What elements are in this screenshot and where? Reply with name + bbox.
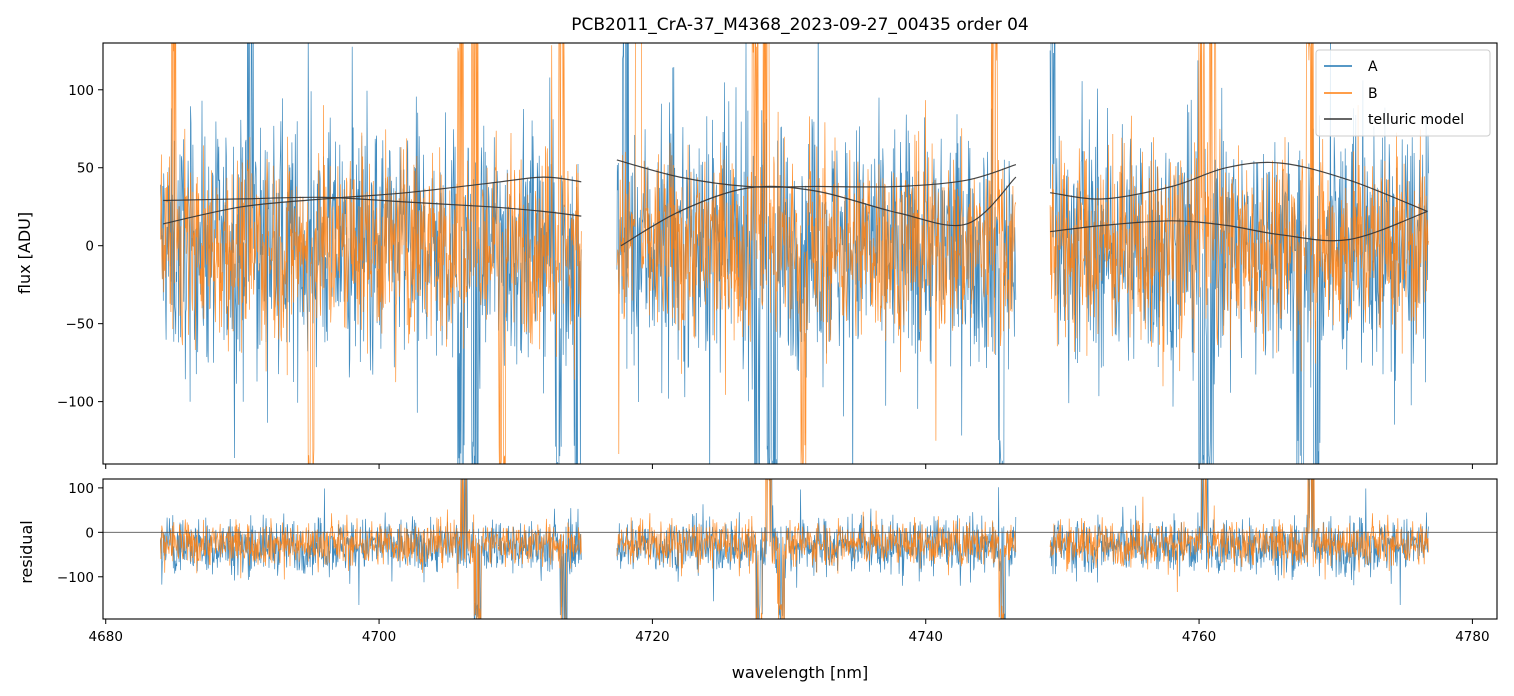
chart-title: PCB2011_CrA-37_M4368_2023-09-27_00435 or… (571, 15, 1029, 35)
residual-panel: −100 0 100 4680 4700 4720 4740 4760 4780 residua… (17, 478, 1498, 682)
flux-panel: −100 −50 0 50 100 flux [ADU] (15, 42, 1498, 469)
series-telluric-model (163, 159, 1428, 247)
flux-ytick-label: 50 (77, 161, 94, 177)
legend-entry-a: A (1324, 59, 1378, 75)
residual-series-a-segment (616, 479, 1017, 619)
residual-ytick-label: 100 (68, 481, 94, 497)
series-a-segment (160, 43, 582, 464)
flux-ylabel: flux [ADU] (15, 212, 34, 294)
telluric-model-curve (620, 176, 1017, 247)
residual-xtick-label: 4700 (362, 629, 396, 645)
legend-entry-telluric-model: telluric model (1324, 112, 1464, 128)
residual-xtick-label: 4720 (635, 629, 669, 645)
legend-box (1315, 49, 1491, 137)
telluric-model-curve (616, 159, 1017, 188)
residual-xtick-label: 4780 (1455, 629, 1489, 645)
series-b-segment (1049, 43, 1429, 387)
legend-label-b: B (1368, 86, 1378, 102)
residual-axes: −100 0 100 4680 4700 4720 4740 4760 4780 (57, 481, 1490, 645)
residual-ylabel: residual (17, 520, 36, 583)
flux-ytick-label: 0 (85, 239, 94, 255)
flux-ytick-label: 100 (68, 83, 94, 99)
residual-series-a-segment (160, 479, 582, 619)
flux-data (160, 43, 1429, 464)
residual-series-b-segment (1049, 479, 1429, 593)
residual-series-b-segment (616, 479, 1017, 619)
residual-ytick-label: 0 (85, 525, 94, 541)
residual-series-a-segment (1049, 479, 1429, 606)
flux-axes-frame (102, 42, 1498, 465)
telluric-model-curve (1050, 161, 1428, 212)
residual-xtick-label: 4740 (909, 629, 943, 645)
residual-xtick-label: 4680 (89, 629, 123, 645)
residual-axes-frame (102, 478, 1498, 620)
flux-ytick-label: −50 (66, 317, 95, 333)
legend-entry-b: B (1324, 86, 1378, 102)
legend: A B telluric model (1315, 49, 1491, 137)
telluric-model-curve (1050, 210, 1428, 242)
series-b-segment (616, 43, 1017, 464)
residual-xtick-label: 4760 (1182, 629, 1216, 645)
residual-data (103, 479, 1497, 619)
xlabel: wavelength [nm] (732, 663, 869, 682)
flux-axes: −100 −50 0 50 100 (57, 83, 1473, 469)
telluric-model-curve (163, 196, 582, 217)
residual-series-b-segment (160, 479, 582, 619)
legend-label-a: A (1368, 59, 1378, 75)
residual-ytick-label: −100 (57, 570, 94, 586)
flux-ytick-label: −100 (57, 395, 94, 411)
residual-series-b (160, 479, 1429, 619)
telluric-model-curve (163, 176, 582, 225)
legend-label-telluric-model: telluric model (1368, 112, 1464, 128)
